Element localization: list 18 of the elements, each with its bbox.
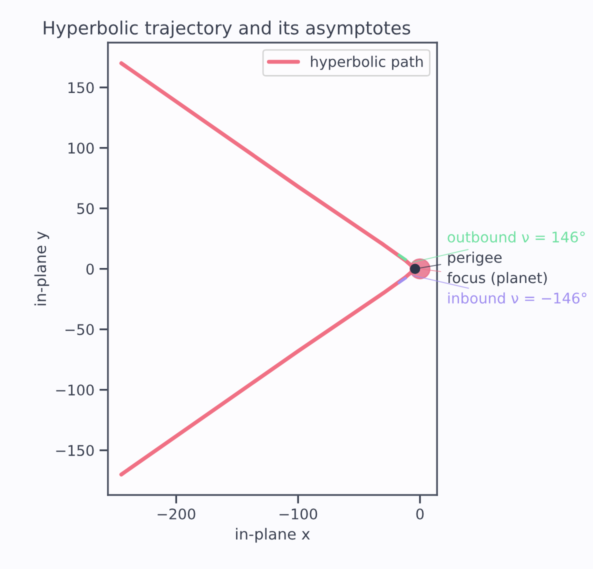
x-axis-title: in-plane x (236, 528, 310, 543)
legend-label: hyperbolic path (311, 56, 423, 70)
y-axis-title: in-plane y (34, 231, 50, 306)
text: outbound ν = 146° (448, 231, 585, 243)
y-tick-label: 0 (86, 264, 94, 275)
x-tick-label: 0 (416, 508, 424, 520)
legend-label: focus (planet) (447, 272, 547, 286)
x-tick-label: −100 (280, 508, 318, 520)
y-tick-label: −50 (66, 324, 94, 336)
y-tick-label: 150 (68, 82, 94, 94)
chart-title: Hyperbolic trajectory and its asymptotes (44, 20, 410, 38)
legend-label: perigee (448, 252, 502, 266)
y-tick-label: −150 (56, 444, 94, 456)
y-tick-label: 100 (68, 142, 94, 154)
x-tick-label: −200 (158, 508, 196, 520)
y-tick-label: −100 (56, 384, 94, 396)
y-tick-label: 50 (77, 203, 94, 214)
text: inbound ν = −146° (448, 292, 586, 304)
